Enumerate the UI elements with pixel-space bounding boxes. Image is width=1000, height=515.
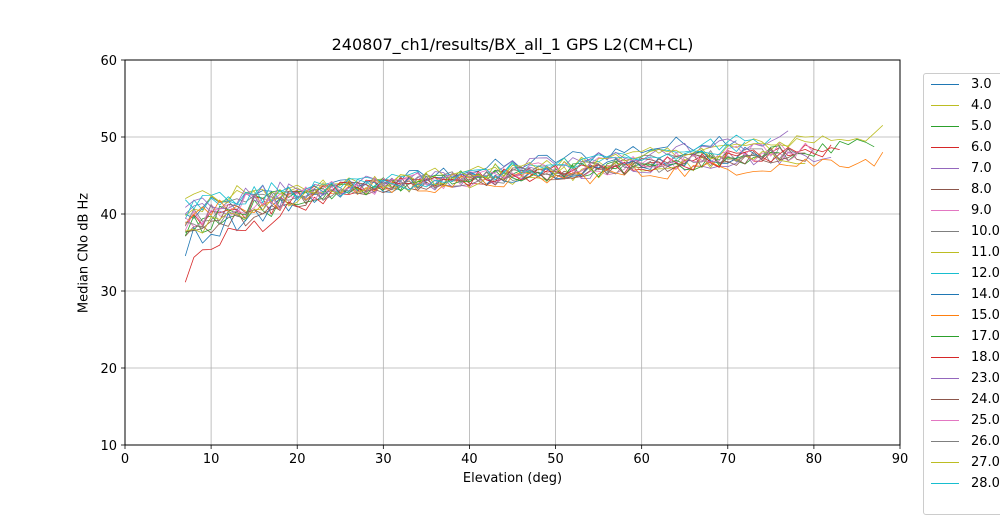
- legend-swatch: [931, 189, 959, 190]
- legend-swatch: [931, 462, 959, 463]
- legend-item: 27.0: [924, 452, 1000, 473]
- y-tick-label: 50: [100, 131, 117, 146]
- series-line-26-0: [185, 147, 797, 229]
- legend-label: 27.0: [971, 455, 1000, 470]
- legend-label: 10.0: [971, 224, 1000, 239]
- legend-item: 8.0: [924, 179, 1000, 200]
- series-line-24-0: [185, 147, 806, 232]
- legend-label: 23.0: [971, 371, 1000, 386]
- legend-item: 10.0: [924, 221, 1000, 242]
- legend-swatch: [931, 126, 959, 127]
- legend-swatch: [931, 294, 959, 295]
- x-tick-label: 70: [720, 452, 737, 467]
- legend-swatch: [931, 336, 959, 337]
- x-tick-label: 20: [289, 452, 306, 467]
- legend-item: 7.0: [924, 158, 1000, 179]
- plot-frame: [124, 59, 901, 446]
- legend-item: 26.0: [924, 431, 1000, 452]
- legend-item: 12.0: [924, 263, 1000, 284]
- series-line-17-0: [184, 151, 780, 237]
- legend-label: 25.0: [971, 413, 1000, 428]
- legend-item: 14.0: [924, 284, 1000, 305]
- x-tick-label: 90: [892, 452, 909, 467]
- legend-label: 7.0: [971, 161, 992, 176]
- legend-item: 23.0: [924, 368, 1000, 389]
- y-tick-label: 30: [100, 285, 117, 300]
- y-tick-label: 40: [100, 208, 117, 223]
- y-tick-label: 60: [100, 54, 117, 69]
- legend-label: 11.0: [971, 245, 1000, 260]
- chart-title: 240807_ch1/results/BX_all_1 GPS L2(CM+CL…: [331, 35, 694, 54]
- x-tick-label: 80: [806, 452, 823, 467]
- legend-item: 17.0: [924, 326, 1000, 347]
- legend-label: 9.0: [971, 203, 992, 218]
- legend-swatch: [931, 105, 959, 106]
- series-line-23-0: [185, 130, 789, 210]
- legend-label: 6.0: [971, 140, 992, 155]
- series-line-27-0: [185, 135, 814, 234]
- legend-swatch: [931, 378, 959, 379]
- legend-item: 11.0: [924, 242, 1000, 263]
- legend-item: 15.0: [924, 305, 1000, 326]
- x-tick-label: 40: [461, 452, 478, 467]
- legend-item: 4.0: [924, 95, 1000, 116]
- legend-swatch: [931, 441, 959, 442]
- legend-swatch: [931, 231, 959, 232]
- y-tick-label: 20: [100, 362, 117, 377]
- chart-legend: 3.0 4.0 5.0 6.0 7.0 8.0 9.0 10.0 11.0 12.0 14.0 15.…: [923, 73, 1000, 515]
- legend-item: 3.0: [924, 74, 1000, 95]
- legend-swatch: [931, 210, 959, 211]
- legend-swatch: [931, 315, 959, 316]
- legend-item: 5.0: [924, 116, 1000, 137]
- y-axis-label: Median CNo dB Hz: [76, 192, 92, 314]
- legend-item: 25.0: [924, 410, 1000, 431]
- legend-label: 4.0: [971, 98, 992, 113]
- legend-swatch: [931, 273, 959, 274]
- legend-item: 9.0: [924, 200, 1000, 221]
- legend-swatch: [931, 420, 959, 421]
- series-line-28-0: [185, 141, 746, 210]
- legend-item: 24.0: [924, 389, 1000, 410]
- legend-label: 15.0: [971, 308, 1000, 323]
- legend-swatch: [931, 84, 959, 85]
- x-tick-label: 50: [547, 452, 564, 467]
- legend-label: 28.0: [971, 476, 1000, 491]
- legend-swatch: [931, 399, 959, 400]
- legend-label: 14.0: [971, 287, 1000, 302]
- x-tick-label: 10: [203, 452, 220, 467]
- x-axis-label: Elevation (deg): [462, 471, 563, 486]
- legend-swatch: [931, 252, 959, 253]
- series-line-5-0: [185, 138, 875, 233]
- legend-label: 17.0: [971, 329, 1000, 344]
- legend-swatch: [931, 357, 959, 358]
- legend-label: 18.0: [971, 350, 1000, 365]
- legend-item: 6.0: [924, 137, 1000, 158]
- legend-label: 8.0: [971, 182, 992, 197]
- series-line-14-0: [184, 146, 763, 257]
- x-tick-label: 30: [375, 452, 392, 467]
- legend-label: 26.0: [971, 434, 1000, 449]
- legend-label: 24.0: [971, 392, 1000, 407]
- x-tick-label: 0: [121, 452, 129, 467]
- legend-label: 5.0: [971, 119, 992, 134]
- legend-swatch: [931, 147, 959, 148]
- legend-swatch: [931, 168, 959, 169]
- legend-label: 3.0: [971, 77, 992, 92]
- legend-swatch: [931, 483, 959, 484]
- legend-item: 18.0: [924, 347, 1000, 368]
- chart-figure: 0 10 20 30 40 50 60 70 80 90 10 20 30 40 50 60 240807_c…: [76, 35, 1000, 515]
- chart-plot: 0 10 20 30 40 50 60 70 80 90 10 20 30 40 50 60: [100, 54, 909, 467]
- y-tick-label: 10: [100, 439, 117, 454]
- legend-label: 12.0: [971, 266, 1000, 281]
- series-line-18-0: [184, 144, 832, 283]
- legend-item: 28.0: [924, 473, 1000, 494]
- x-tick-label: 60: [633, 452, 650, 467]
